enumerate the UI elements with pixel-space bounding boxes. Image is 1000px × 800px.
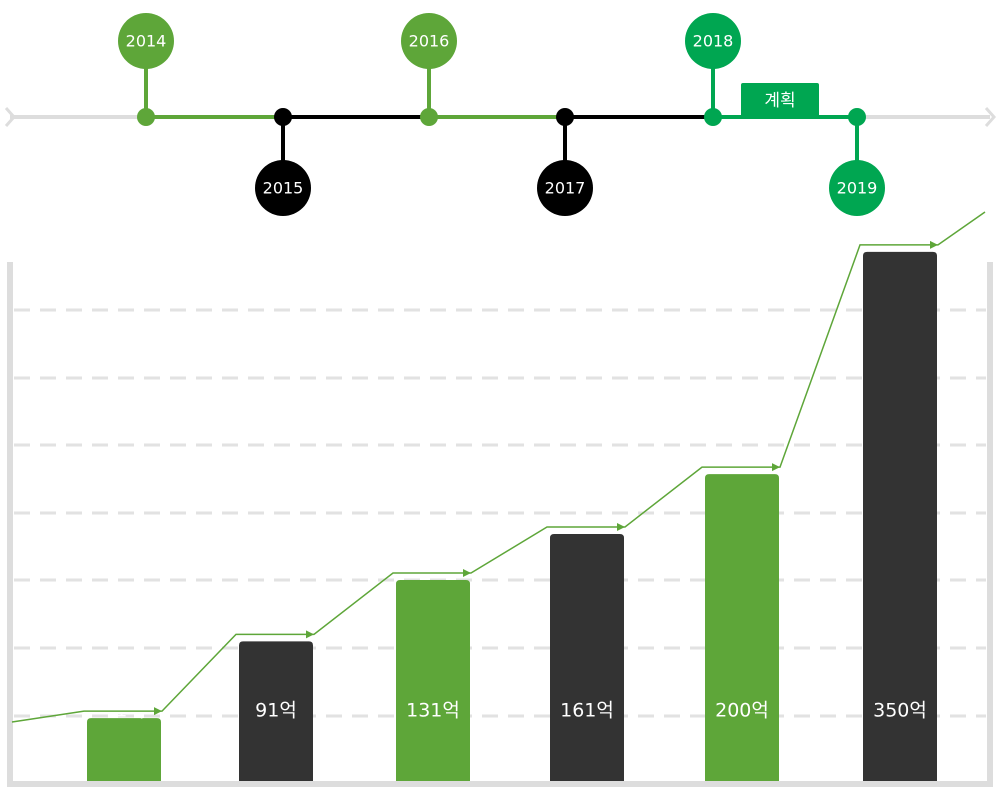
milestone-2017: 2017 (537, 108, 593, 216)
trend-arrow-head (154, 707, 162, 716)
bar-value-label-2018: 200억 (715, 700, 769, 722)
milestone-dot (420, 108, 438, 126)
milestone-year-circle (685, 13, 741, 69)
milestone-year-circle (401, 13, 457, 69)
milestone-year-circle (829, 160, 885, 216)
timeline-right-chevron (984, 107, 997, 127)
milestone-2015: 2015 (255, 108, 311, 216)
milestone-year-label: 2016 (409, 32, 450, 51)
bar-2014 (87, 718, 161, 781)
trend-arrow-head (930, 240, 938, 249)
milestone-dot (556, 108, 574, 126)
milestone-2018: 2018 (685, 13, 741, 126)
bar-value-label-2016: 131억 (406, 700, 460, 722)
timeline: 계획 2014 2015 2016 2017 2018 2019 (4, 13, 997, 216)
bar-chart: 41억 91억 131억 161억 200억 350억 (7, 211, 993, 787)
bar-2015 (239, 641, 313, 781)
plan-badge: 계획 (741, 83, 819, 118)
bar-2019 (863, 251, 937, 782)
trend-arrow-head (772, 463, 780, 472)
bar-value-label-2015: 91억 (255, 700, 297, 722)
bar-value-label-2017: 161억 (560, 700, 614, 722)
milestone-year-circle (537, 160, 593, 216)
trend-arrow-head (306, 630, 314, 639)
milestone-dot (704, 108, 722, 126)
bar-2018 (705, 474, 779, 781)
milestone-year-label: 2018 (693, 32, 734, 51)
growth-trend-line (11, 211, 986, 723)
milestone-year-label: 2015 (263, 179, 304, 198)
milestone-dot (274, 108, 292, 126)
milestone-year-label: 2017 (545, 179, 586, 198)
milestone-2019: 2019 (829, 108, 885, 216)
timeline-left-chevron (4, 107, 17, 127)
milestone-year-circle (118, 13, 174, 69)
trend-arrow-head (617, 522, 625, 531)
bar-2017 (550, 533, 624, 781)
bar-value-label-2019: 350억 (873, 700, 927, 722)
milestone-2016: 2016 (401, 13, 457, 126)
plan-badge-box (741, 83, 819, 118)
milestone-year-label: 2014 (126, 32, 167, 51)
milestone-year-circle (255, 160, 311, 216)
trend-arrow-head (463, 568, 471, 577)
plan-badge-label: 계획 (764, 91, 795, 111)
bar-2016 (396, 579, 470, 781)
milestone-year-label: 2019 (837, 179, 878, 198)
milestone-2014: 2014 (118, 13, 174, 126)
milestone-dot (848, 108, 866, 126)
milestone-dot (137, 108, 155, 126)
